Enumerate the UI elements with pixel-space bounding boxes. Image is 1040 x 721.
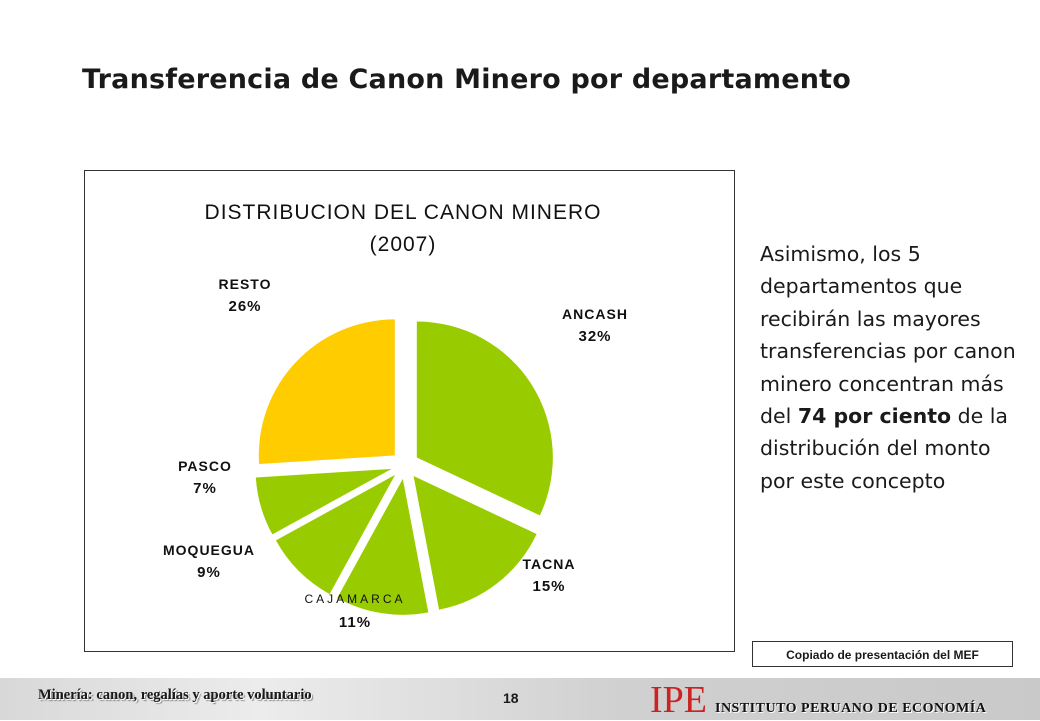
slice-value-pasco: 7% bbox=[193, 480, 217, 497]
page-number: 18 bbox=[503, 690, 519, 706]
pie-slice-resto bbox=[258, 319, 395, 464]
slice-value-resto: 26% bbox=[228, 298, 261, 315]
slice-label-pasco: PASCO bbox=[178, 458, 232, 474]
logo-mark: IPE bbox=[650, 679, 707, 721]
pie-chart-frame: DISTRIBUCION DEL CANON MINERO (2007) ANC… bbox=[84, 170, 735, 652]
slice-label-ancash: ANCASH bbox=[562, 306, 628, 322]
slice-value-tacna: 15% bbox=[532, 578, 565, 595]
ipe-logo: IPE INSTITUTO PERUANO DE ECONOMÍA bbox=[650, 679, 987, 721]
footer-bar bbox=[0, 678, 1040, 720]
slice-value-cajamarca: 11% bbox=[339, 614, 371, 631]
slice-label-moquegua: MOQUEGUA bbox=[163, 542, 255, 558]
slice-label-cajamarca: CAJAMARCA bbox=[304, 592, 405, 606]
source-note: Copiado de presentación del MEF bbox=[752, 641, 1013, 667]
side-text-outro: de la distribución del monto por este co… bbox=[760, 404, 1008, 493]
chart-title: DISTRIBUCION DEL CANON MINERO bbox=[205, 201, 602, 224]
logo-text: INSTITUTO PERUANO DE ECONOMÍA bbox=[715, 701, 987, 716]
pie-slice-pasco bbox=[255, 468, 392, 535]
chart-subtitle: (2007) bbox=[370, 233, 437, 256]
pie-slice-cajamarca bbox=[337, 478, 429, 615]
side-text-highlight: 74 por ciento bbox=[797, 404, 952, 429]
pie-chart: DISTRIBUCION DEL CANON MINERO (2007) ANC… bbox=[163, 201, 628, 631]
slice-label-resto: RESTO bbox=[219, 276, 272, 292]
pie-slice-ancash bbox=[416, 321, 553, 516]
footer-topic: Minería: canon, regalías y aporte volunt… bbox=[38, 687, 312, 703]
slice-value-moquegua: 9% bbox=[197, 564, 221, 581]
slide-title: Transferencia de Canon Minero por depart… bbox=[82, 64, 851, 95]
side-text: Asimismo, los 5 departamentos que recibi… bbox=[760, 238, 1030, 497]
side-text-intro: Asimismo, los 5 departamentos que recibi… bbox=[760, 242, 1016, 429]
pie-slice-tacna bbox=[413, 476, 537, 610]
slice-value-ancash: 32% bbox=[578, 328, 611, 345]
slice-label-tacna: TACNA bbox=[523, 556, 576, 572]
pie-slice-moquegua bbox=[275, 474, 396, 595]
